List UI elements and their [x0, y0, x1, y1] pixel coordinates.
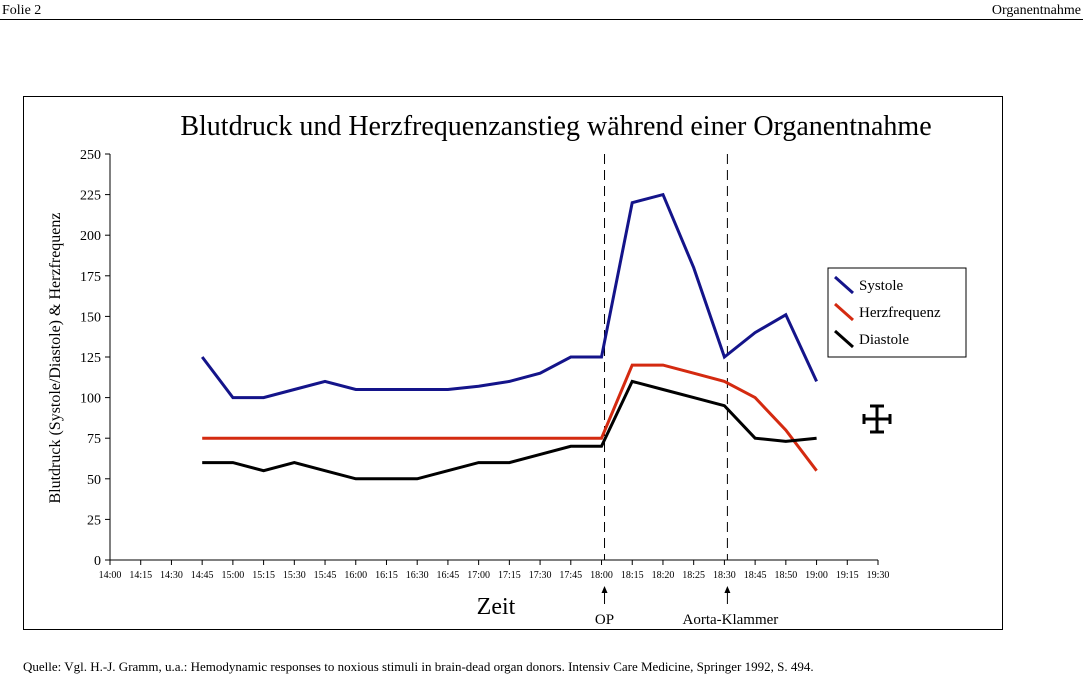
y-tick-label: 200 [80, 229, 101, 244]
y-ticks: 0 25 50 75 100 125 150 175 200 225 250 [80, 148, 110, 569]
legend-swatch [834, 302, 854, 322]
legend-label: Systole [859, 278, 904, 294]
chart-frame [23, 96, 1003, 630]
event-arrow-head [724, 586, 731, 593]
y-tick-label: 0 [94, 554, 101, 569]
y-tick-label: 250 [80, 148, 101, 163]
series-line-herzfrequenz [202, 363, 818, 472]
y-axis-label: Blutdruck (Systole/Diastole) & Herzfrequ… [47, 212, 64, 503]
x-tick-label: 18:00 [590, 570, 613, 581]
legend-swatch [834, 275, 854, 295]
legend-swatch [834, 329, 854, 349]
y-tick-label: 100 [80, 392, 101, 407]
chart-title: Blutdruck und Herzfrequenzanstieg währen… [180, 111, 931, 142]
x-tick-label: 15:15 [252, 570, 275, 581]
y-tick-label: 125 [80, 351, 101, 366]
x-tick-label: 16:15 [375, 570, 398, 581]
cross-handle-icon[interactable] [862, 404, 892, 434]
event-markers: OP Aorta-Klammer [595, 154, 778, 628]
x-tick-label: 15:00 [221, 570, 244, 581]
y-tick-label: 150 [80, 310, 101, 325]
x-tick-label: 16:00 [344, 570, 367, 581]
x-tick-label: 19:00 [805, 570, 828, 581]
x-tick-label: 18:45 [744, 570, 767, 581]
x-ticks: 14:00 14:15 14:30 14:45 15:00 15:15 15:30 15:45… [99, 560, 890, 581]
legend-label: Herzfrequenz [859, 305, 941, 321]
event-label: Aorta-Klammer [683, 612, 779, 628]
x-tick-label: 18:25 [682, 570, 705, 581]
x-tick-label: 16:30 [406, 570, 429, 581]
event-label: OP [595, 612, 614, 628]
legend: Systole Herzfrequenz Diastole [827, 267, 967, 358]
slide-topic: Organentnahme [991, 3, 1081, 18]
y-tick-label: 225 [80, 189, 101, 204]
y-tick-label: 175 [80, 270, 101, 285]
x-tick-label: 19:15 [836, 570, 859, 581]
y-tick-label: 50 [87, 473, 101, 488]
x-tick-label: 18:20 [652, 570, 675, 581]
x-tick-label: 17:30 [529, 570, 552, 581]
header-divider [0, 19, 1083, 20]
x-tick-label: 19:30 [867, 570, 890, 581]
series-lines [201, 192, 818, 481]
x-tick-label: 18:50 [774, 570, 797, 581]
series-line-systole [201, 192, 818, 400]
x-tick-label: 14:30 [160, 570, 183, 581]
series-line-diastole [202, 379, 817, 481]
x-tick-label: 16:45 [437, 570, 460, 581]
x-tick-label: 15:30 [283, 570, 306, 581]
event-arrow-head [601, 586, 608, 593]
legend-box [827, 267, 967, 358]
x-tick-label: 17:15 [498, 570, 521, 581]
source-citation: Quelle: Vgl. H.-J. Gramm, u.a.: Hemodyna… [23, 659, 814, 674]
x-tick-label: 18:15 [621, 570, 644, 581]
y-tick-label: 75 [87, 432, 101, 447]
x-axis-label: Zeit [477, 594, 516, 620]
legend-label: Diastole [859, 332, 909, 348]
x-tick-label: 14:00 [99, 570, 122, 581]
x-tick-label: 18:30 [713, 570, 736, 581]
x-tick-label: 15:45 [314, 570, 337, 581]
x-tick-label: 14:45 [191, 570, 214, 581]
axes [109, 154, 878, 561]
slide-number: Folie 2 [2, 3, 42, 18]
x-tick-label: 17:45 [559, 570, 582, 581]
y-tick-label: 25 [87, 513, 101, 528]
x-tick-label: 17:00 [467, 570, 490, 581]
x-tick-label: 14:15 [129, 570, 152, 581]
